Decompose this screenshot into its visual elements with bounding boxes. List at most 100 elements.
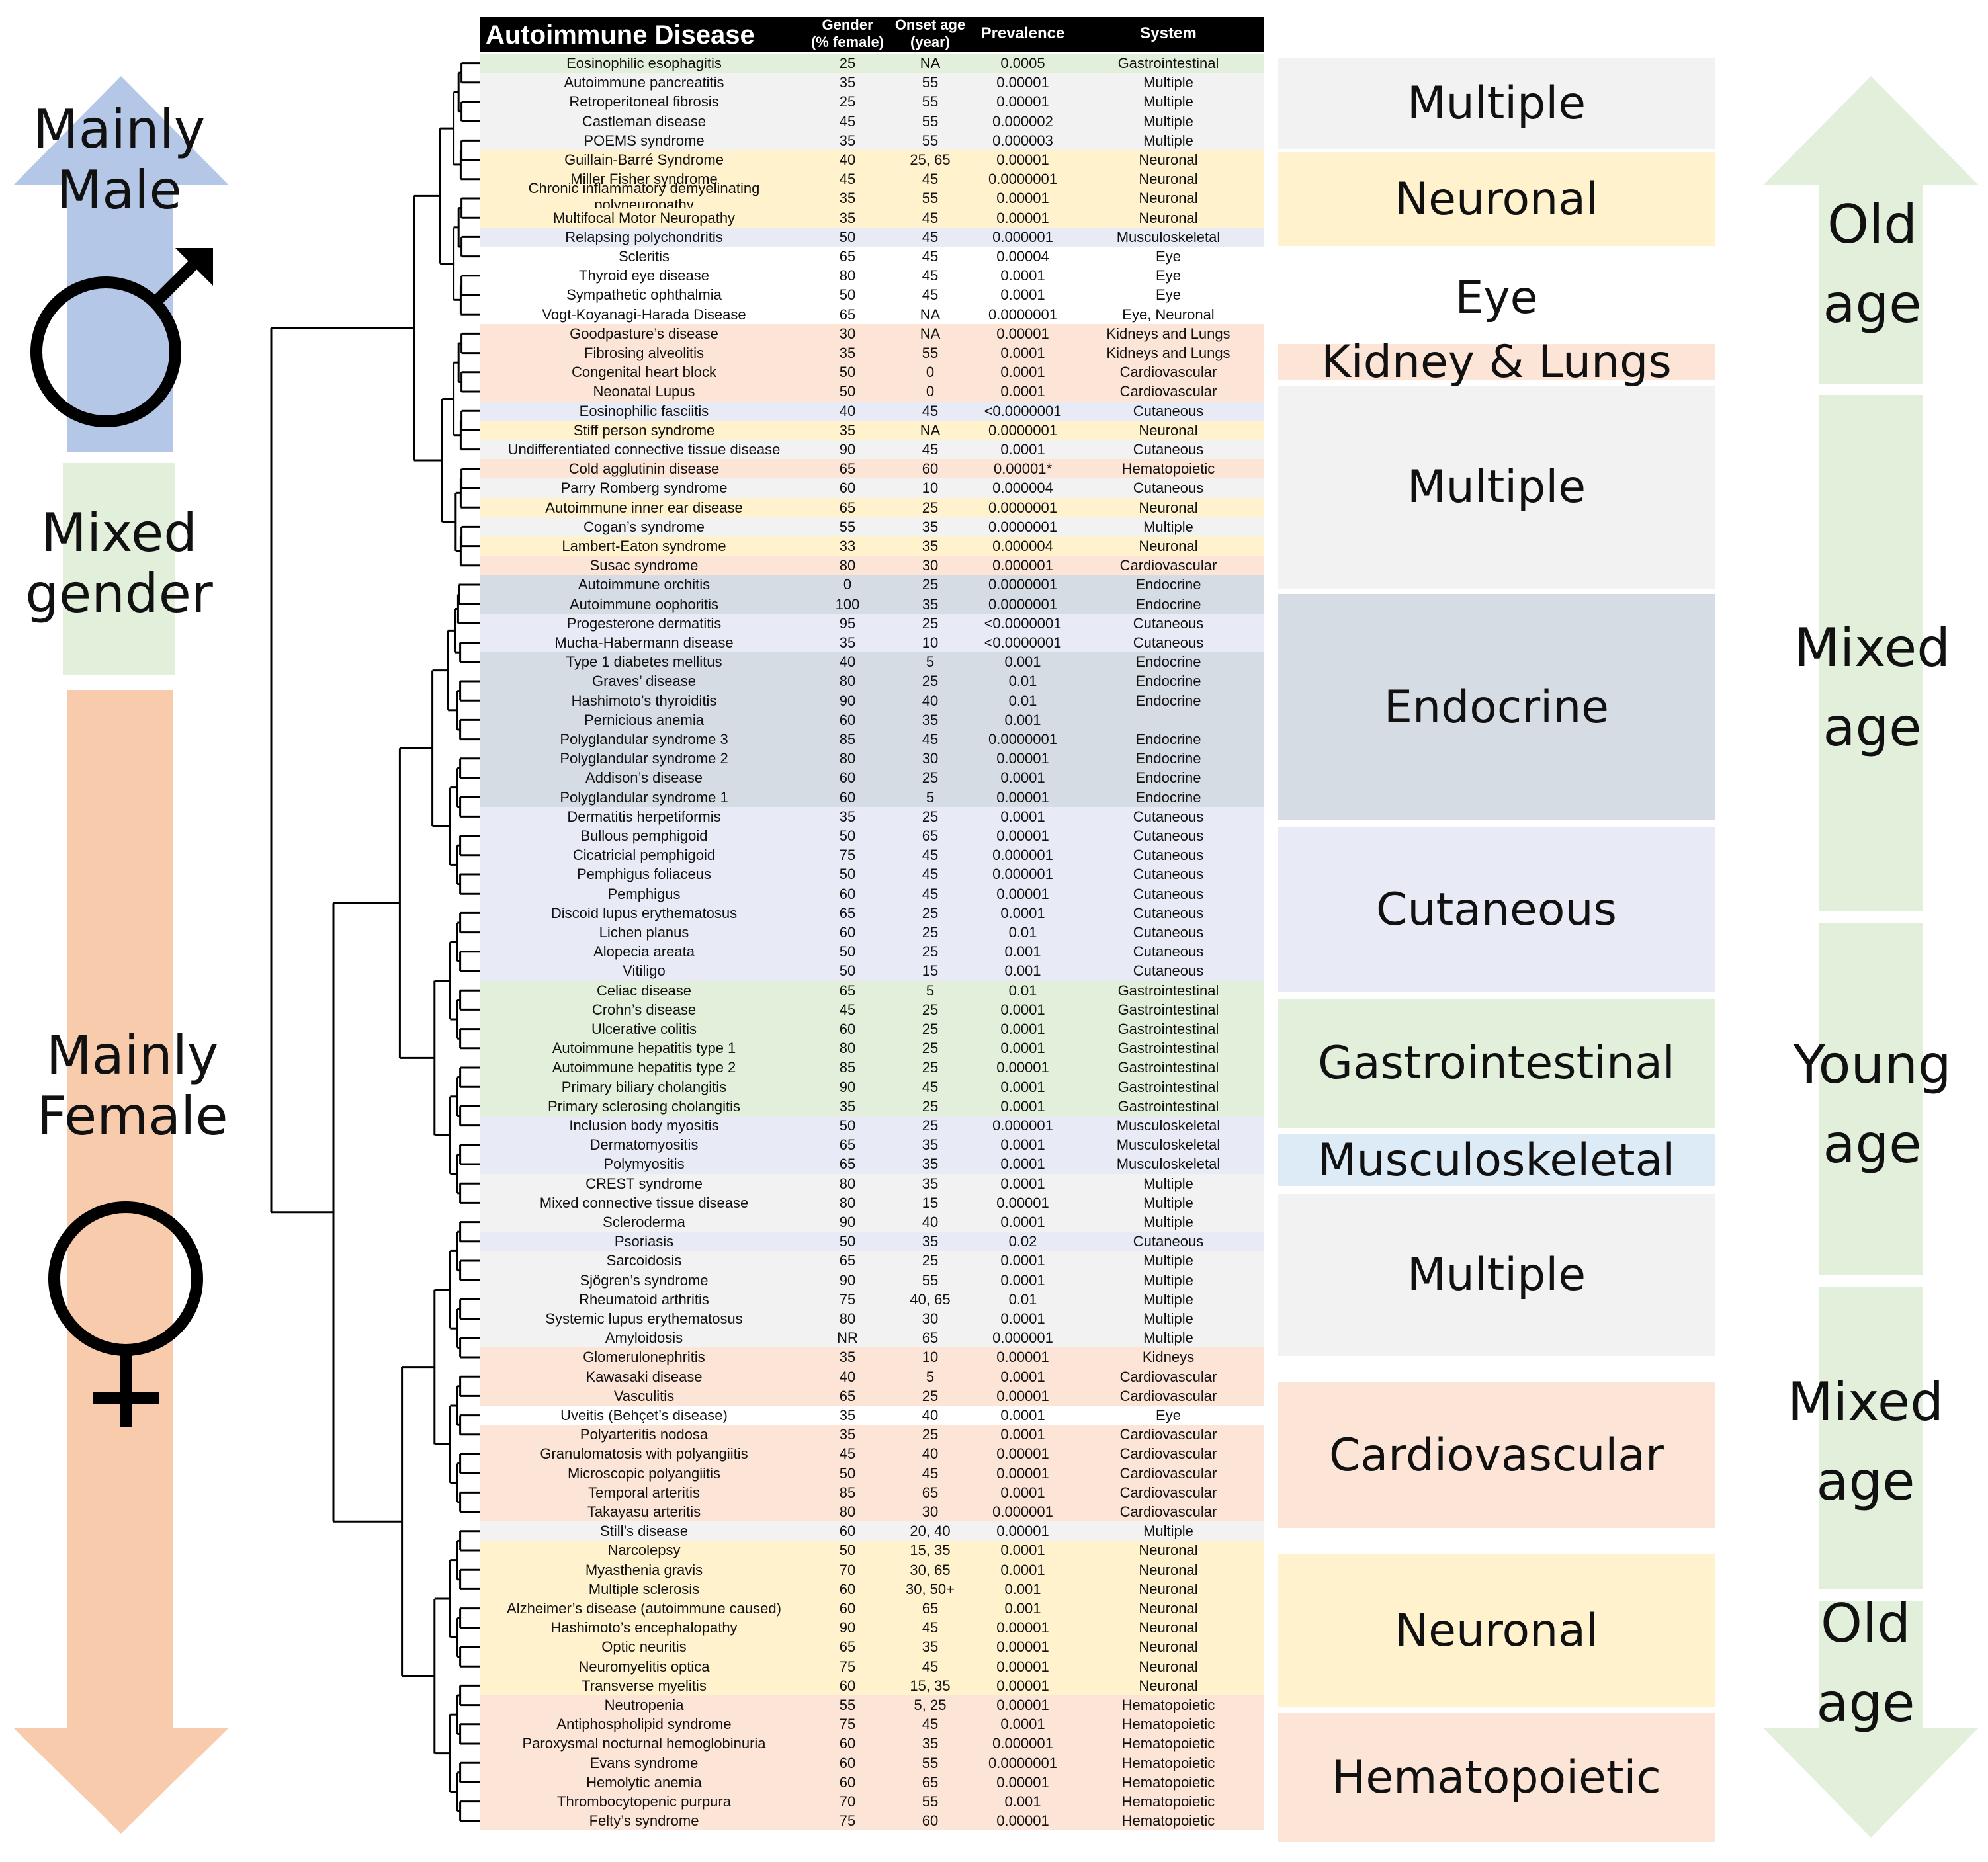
prevalence-cell: 0.00001 <box>996 93 1049 110</box>
onset-cell: 0 <box>926 383 935 400</box>
prevalence-cell: 0.001 <box>1004 962 1041 980</box>
system-cell: Gastrointestinal <box>1117 55 1219 71</box>
onset-cell: 45 <box>922 267 939 284</box>
onset-cell: 65 <box>922 1773 939 1791</box>
disease-cell: Ulcerative colitis <box>591 1021 697 1037</box>
prevalence-cell: 0.000001 <box>992 866 1053 883</box>
gender-cell: 35 <box>839 634 856 651</box>
table-row: Eosinophilic fasciitis 40 45 <0.0000001 Cuta… <box>480 401 1264 421</box>
disease-cell: Systemic lupus erythematosus <box>545 1310 743 1327</box>
system-cell: Multiple <box>1143 74 1193 91</box>
gender-cell: NR <box>837 1330 858 1347</box>
system-cell: Multiple <box>1143 1310 1193 1327</box>
onset-cell: 55 <box>922 74 939 91</box>
onset-cell: 25, 65 <box>910 151 951 168</box>
system-cell: Cutaneous <box>1133 924 1204 941</box>
prevalence-cell: 0.000001 <box>992 1735 1053 1752</box>
gender-cell: 60 <box>839 1754 856 1771</box>
onset-cell: 25 <box>922 1059 939 1076</box>
system-cell: Neuronal <box>1139 1638 1198 1656</box>
disease-cell: Thyroid eye disease <box>579 267 709 284</box>
system-cell: Cutaneous <box>1133 904 1204 921</box>
prevalence-cell: 0.00001 <box>996 1445 1049 1462</box>
category-label: Cardiovascular <box>1278 1382 1715 1528</box>
header-gender: Gender <box>822 17 873 33</box>
table-row: Hashimoto’s encephalopathy 90 45 0.00001 Neu… <box>480 1618 1264 1638</box>
table-row: Neuromyelitis optica 75 45 0.00001 Neuronal <box>480 1656 1264 1676</box>
prevalence-cell: 0.0001 <box>1000 267 1045 284</box>
gender-cell: 80 <box>839 1310 856 1327</box>
table-row: Vasculitis 65 25 0.00001 Cardiovascular <box>480 1386 1264 1406</box>
system-cell: Cutaneous <box>1133 943 1204 960</box>
gender-cell: 45 <box>839 1445 856 1462</box>
prevalence-cell: 0.00001 <box>996 750 1049 767</box>
onset-cell: 45 <box>922 1619 939 1636</box>
table-row: Autoimmune oophoritis 100 35 0.0000001 Endoc… <box>480 594 1264 614</box>
disease-cell: Autoimmune oophoritis <box>569 595 718 613</box>
disease-cell: Pernicious anemia <box>584 711 704 728</box>
onset-cell: 30, 65 <box>910 1561 951 1578</box>
onset-cell: 55 <box>922 345 939 361</box>
system-cell: Hematopoietic <box>1121 1773 1215 1791</box>
onset-cell: 25 <box>922 924 939 941</box>
table-row: Lambert-Eaton syndrome 33 35 0.000004 Neuron… <box>480 536 1264 556</box>
onset-cell: 25 <box>922 943 939 960</box>
gender-cell: 25 <box>839 55 856 71</box>
gender-cell: 75 <box>839 1812 856 1830</box>
onset-cell: 5 <box>926 1368 935 1385</box>
disease-cell: Polyarteritis nodosa <box>580 1426 709 1443</box>
system-cell: Gastrointestinal <box>1117 1040 1219 1057</box>
system-cell: Musculoskeletal <box>1116 1156 1221 1173</box>
gender-cell: 40 <box>839 402 856 419</box>
table-row: Cicatricial pemphigoid 75 45 0.000001 Cutane… <box>480 845 1264 865</box>
system-cell: Musculoskeletal <box>1116 1136 1221 1154</box>
onset-cell: 35 <box>922 595 939 613</box>
table-row: Vogt-Koyanagi-Harada Disease 65 NA 0.000000… <box>480 304 1264 324</box>
disease-cell: Felty’s syndrome <box>589 1812 699 1830</box>
onset-cell: 45 <box>922 1078 939 1095</box>
table-row: Temporal arteritis 85 65 0.0001 Cardiovascul… <box>480 1482 1264 1502</box>
gender-cell: 95 <box>839 614 856 632</box>
table-row: POEMS syndrome 35 55 0.000003 Multiple <box>480 130 1264 150</box>
system-cell: Multiple <box>1143 112 1193 130</box>
gender-cell: 65 <box>839 1638 856 1656</box>
table-row: Mixed connective tissue disease 80 15 0.000… <box>480 1193 1264 1212</box>
gender-cell: 50 <box>839 827 856 844</box>
disease-cell: Rheumatoid arthritis <box>579 1291 709 1308</box>
prevalence-cell: 0.0001 <box>1000 441 1045 458</box>
gender-cell: 90 <box>839 692 856 709</box>
category-label: Multiple <box>1278 386 1715 589</box>
onset-cell: 20, 40 <box>910 1523 951 1540</box>
system-cell: Gastrointestinal <box>1117 1097 1219 1115</box>
onset-cell: 55 <box>922 132 939 149</box>
age-arrows <box>1763 76 1979 1838</box>
onset-cell: 35 <box>922 1233 939 1250</box>
table-row: Lichen planus 60 25 0.01 Cutaneous <box>480 923 1264 943</box>
onset-cell: 35 <box>922 1175 939 1192</box>
gender-cell: 50 <box>839 866 856 883</box>
disease-cell: Uveitis (Behçet’s disease) <box>560 1407 728 1423</box>
table-row: Sarcoidosis 65 25 0.0001 Multiple <box>480 1251 1264 1271</box>
prevalence-cell: 0.001 <box>1004 654 1041 671</box>
table-row: Relapsing polychondritis 50 45 0.000001 Musc… <box>480 227 1264 247</box>
gender-cell: 60 <box>839 480 856 497</box>
system-cell: Gastrointestinal <box>1117 1001 1219 1018</box>
prevalence-cell: 0.00001 <box>996 1619 1049 1636</box>
system-cell: Gastrointestinal <box>1117 982 1219 999</box>
onset-cell: 45 <box>922 885 939 902</box>
table-row: Neonatal Lupus 50 0 0.0001 Cardiovascular <box>480 382 1264 402</box>
disease-cell: Eosinophilic fasciitis <box>579 402 709 419</box>
system-cell: Eye <box>1156 286 1181 304</box>
system-cell: Endocrine <box>1135 654 1201 671</box>
system-cell: Cardiovascular <box>1119 1503 1217 1520</box>
table-row: Mucha-Habermann disease 35 10 <0.0000001 Cut… <box>480 633 1264 653</box>
disease-cell: Stiff person syndrome <box>573 421 715 439</box>
onset-cell: 5 <box>926 654 935 671</box>
disease-cell: Hemolytic anemia <box>586 1773 702 1791</box>
disease-cell: Hashimoto’s encephalopathy <box>550 1619 738 1636</box>
table-row: Polyglandular syndrome 2 80 30 0.00001 Endoc… <box>480 749 1264 769</box>
prevalence-cell: 0.00001 <box>996 1349 1049 1366</box>
onset-cell: 35 <box>922 1735 939 1752</box>
prevalence-cell: 0.02 <box>1008 1233 1037 1250</box>
disease-cell: Cogan’s syndrome <box>583 518 705 535</box>
